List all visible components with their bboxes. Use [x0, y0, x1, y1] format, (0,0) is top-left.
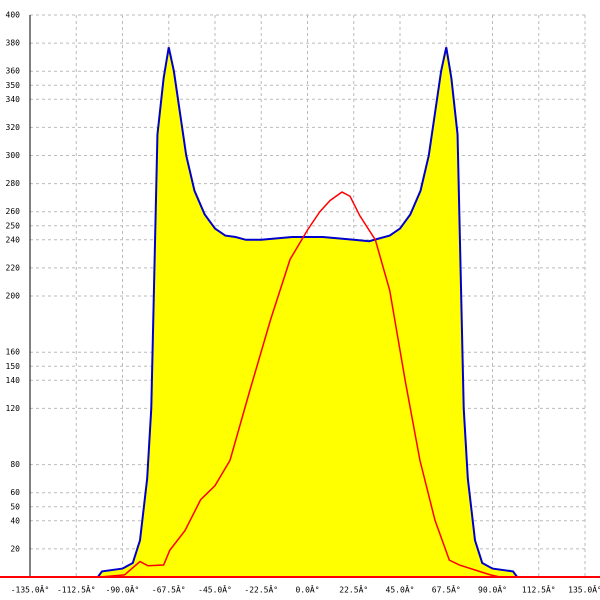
- y-tick-label: 400: [6, 11, 21, 20]
- x-tick-label: -90.0Â°: [106, 584, 140, 595]
- y-tick-label: 200: [6, 292, 21, 301]
- x-tick-label: 0.0Â°: [295, 584, 319, 595]
- y-tick-label: 50: [10, 502, 20, 511]
- x-tick-label: 67.5Â°: [432, 584, 461, 595]
- y-tick-label: 150: [6, 362, 21, 371]
- y-tick-label: 40: [10, 516, 20, 525]
- y-tick-label: 80: [10, 460, 20, 469]
- y-tick-label: 300: [6, 151, 21, 160]
- y-tick-label: 140: [6, 376, 21, 385]
- y-tick-label: 60: [10, 488, 20, 497]
- x-tick-label: 45.0Â°: [386, 584, 415, 595]
- y-tick-label: 320: [6, 123, 21, 132]
- y-tick-label: 260: [6, 207, 21, 216]
- y-tick-label: 120: [6, 404, 21, 413]
- y-tick-label: 340: [6, 95, 21, 104]
- x-tick-label: -45.0Â°: [198, 584, 232, 595]
- x-tick-label: -135.0Â°: [11, 584, 50, 595]
- x-tick-label: 135.0Â°: [568, 584, 600, 595]
- x-tick-label: 90.0Â°: [478, 584, 507, 595]
- y-tick-label: 350: [6, 81, 21, 90]
- y-tick-label: 380: [6, 39, 21, 48]
- x-tick-label: -67.5Â°: [152, 584, 186, 595]
- y-tick-label: 160: [6, 348, 21, 357]
- y-tick-label: 360: [6, 67, 21, 76]
- y-tick-label: 280: [6, 179, 21, 188]
- x-tick-label: -22.5Â°: [244, 584, 278, 595]
- y-tick-label: 240: [6, 235, 21, 244]
- y-tick-label: 220: [6, 263, 21, 272]
- x-tick-label: 22.5Â°: [339, 584, 368, 595]
- x-tick-label: -112.5Â°: [57, 584, 96, 595]
- x-tick-label: 112.5Â°: [522, 584, 556, 595]
- y-tick-label: 250: [6, 221, 21, 230]
- line: [99, 191, 501, 578]
- y-tick-label: 20: [10, 544, 20, 553]
- area: [95, 47, 520, 578]
